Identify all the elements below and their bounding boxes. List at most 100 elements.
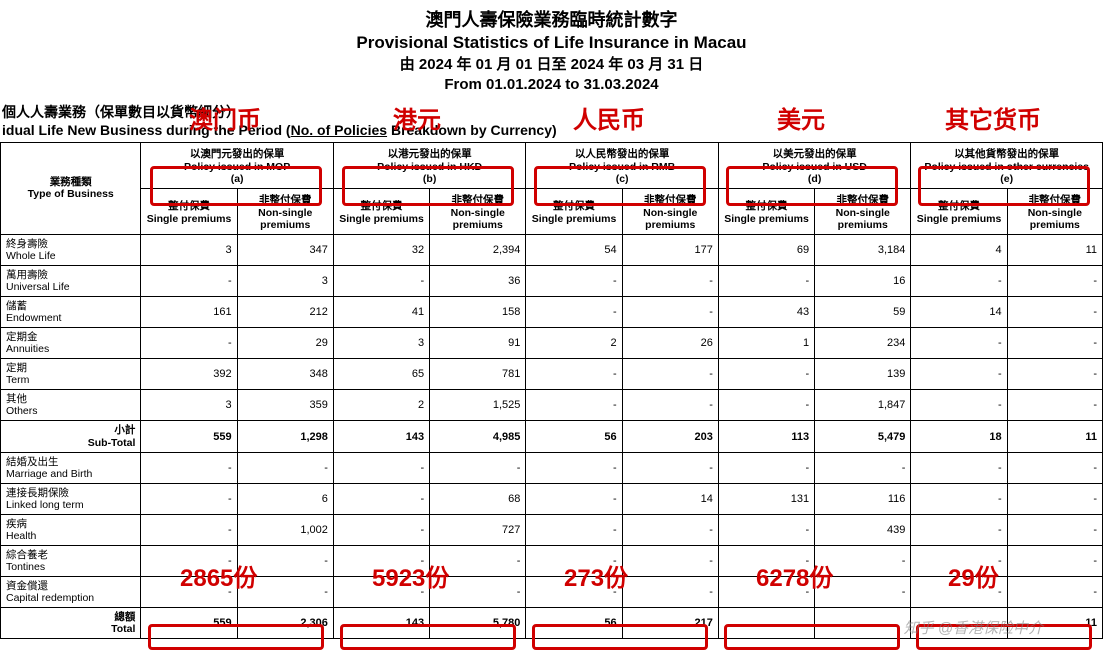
row-label: 連接長期保險Linked long term: [1, 483, 141, 514]
table-body: 終身壽險Whole Life3347322,39454177693,184411…: [1, 234, 1103, 639]
cell: 161: [141, 296, 237, 327]
cell: -: [815, 452, 911, 483]
cell: 59: [815, 296, 911, 327]
cell: 14: [911, 296, 1007, 327]
cell: 3: [237, 265, 333, 296]
cell: -: [526, 483, 622, 514]
cell: 68: [430, 483, 526, 514]
cell: 1,002: [237, 514, 333, 545]
cell: -: [718, 452, 814, 483]
cell: -: [1007, 265, 1102, 296]
cell: 32: [333, 234, 429, 265]
cell: -: [1007, 296, 1102, 327]
cell: 56: [526, 421, 622, 452]
cell: -: [526, 390, 622, 421]
title-date-zh: 由 2024 年 01 月 01 日至 2024 年 03 月 31 日: [0, 55, 1103, 75]
cell: 3: [141, 234, 237, 265]
cell: 439: [815, 514, 911, 545]
cell: -: [1007, 577, 1102, 608]
title-en: Provisional Statistics of Life Insurance…: [0, 32, 1103, 55]
cell: -: [911, 390, 1007, 421]
annotation-total-box: [340, 624, 516, 650]
cell: -: [526, 452, 622, 483]
table-row: 連接長期保險Linked long term-6-68-14131116--: [1, 483, 1103, 514]
annotation-currency-label: 美元: [736, 100, 866, 135]
cell: -: [430, 452, 526, 483]
cell: 559: [141, 421, 237, 452]
title-block: 澳門人壽保險業務臨時統計數字 Provisional Statistics of…: [0, 0, 1103, 96]
annotation-count-label: 6278份: [756, 558, 833, 593]
annotation-count-label: 5923份: [372, 558, 449, 593]
cell: -: [622, 577, 718, 608]
cell: -: [911, 514, 1007, 545]
row-label: 資金償還Capital redemption: [1, 577, 141, 608]
table-row: 小計Sub-Total5591,2981434,985562031135,479…: [1, 421, 1103, 452]
annotation-header-box: [342, 166, 514, 206]
row-label: 定期Term: [1, 359, 141, 390]
cell: 18: [911, 421, 1007, 452]
annotation-header-box: [918, 166, 1090, 206]
cell: -: [911, 452, 1007, 483]
data-table: 業務種類 Type of Business 以澳門元發出的保單Policy is…: [0, 142, 1103, 640]
title-date-en: From 01.01.2024 to 31.03.2024: [0, 75, 1103, 95]
cell: 36: [430, 265, 526, 296]
cell: 158: [430, 296, 526, 327]
cell: 131: [718, 483, 814, 514]
cell: 29: [237, 328, 333, 359]
cell: -: [622, 359, 718, 390]
annotation-currency-label: 其它货币: [928, 100, 1058, 135]
cell: -: [1007, 328, 1102, 359]
cell: 69: [718, 234, 814, 265]
annotation-header-box: [150, 166, 322, 206]
cell: -: [237, 452, 333, 483]
row-label: 小計Sub-Total: [1, 421, 141, 452]
cell: 143: [333, 421, 429, 452]
table-row: 定期Term39234865781---139--: [1, 359, 1103, 390]
cell: 347: [237, 234, 333, 265]
cell: 11: [1007, 421, 1102, 452]
cell: 359: [237, 390, 333, 421]
cell: -: [1007, 514, 1102, 545]
cell: 139: [815, 359, 911, 390]
cell: -: [911, 359, 1007, 390]
cell: 4: [911, 234, 1007, 265]
row-label: 結婚及出生Marriage and Birth: [1, 452, 141, 483]
cell: -: [333, 452, 429, 483]
row-label: 其他Others: [1, 390, 141, 421]
annotation-currency-label: 澳门币: [160, 100, 290, 135]
cell: -: [1007, 359, 1102, 390]
cell: 177: [622, 234, 718, 265]
cell: -: [1007, 545, 1102, 576]
watermark: 知乎 @香港保险中介: [904, 617, 1043, 638]
cell: 4,985: [430, 421, 526, 452]
annotation-currency-label: 港元: [352, 100, 482, 135]
row-label: 總額Total: [1, 608, 141, 639]
cell: 392: [141, 359, 237, 390]
cell: 781: [430, 359, 526, 390]
annotation-total-box: [724, 624, 900, 650]
cell: 1: [718, 328, 814, 359]
cell: 43: [718, 296, 814, 327]
cell: 3,184: [815, 234, 911, 265]
cell: 113: [718, 421, 814, 452]
cell: -: [622, 296, 718, 327]
cell: 91: [430, 328, 526, 359]
cell: -: [622, 545, 718, 576]
table-row: 綜合養老Tontines----------: [1, 545, 1103, 576]
table-row: 定期金Annuities-293912261234--: [1, 328, 1103, 359]
annotation-header-box: [726, 166, 898, 206]
cell: -: [718, 359, 814, 390]
cell: -: [1007, 483, 1102, 514]
cell: 3: [141, 390, 237, 421]
cell: 727: [430, 514, 526, 545]
title-zh: 澳門人壽保險業務臨時統計數字: [0, 8, 1103, 32]
table-row: 萬用壽險Universal Life-3-36---16--: [1, 265, 1103, 296]
cell: 6: [237, 483, 333, 514]
cell: 3: [333, 328, 429, 359]
cell: 203: [622, 421, 718, 452]
cell: -: [141, 514, 237, 545]
cell: -: [1007, 452, 1102, 483]
table-row: 儲蓄Endowment16121241158--435914-: [1, 296, 1103, 327]
cell: 2: [333, 390, 429, 421]
table-row: 結婚及出生Marriage and Birth----------: [1, 452, 1103, 483]
